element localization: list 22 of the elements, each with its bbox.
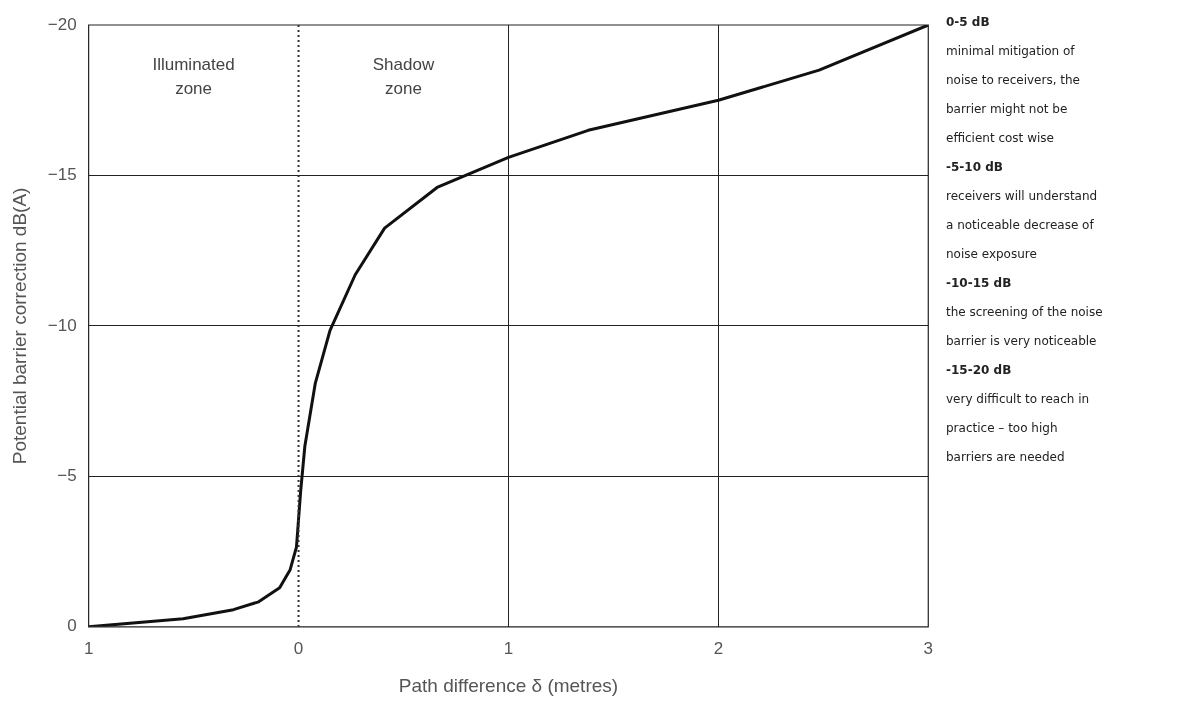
x-tick-label: 1 (83, 638, 94, 658)
x-tick-label: 2 (713, 638, 724, 658)
text: -5-10 dB (946, 159, 1004, 176)
text: receivers will understand a noticeable decrease of noise exposure (946, 189, 1098, 261)
text: minimal mitigation of noise to receivers, the barrier might not be efficient cost wise (946, 44, 1080, 145)
x-axis-title: Path difference δ (metres) (398, 674, 619, 696)
y-tick-label: −5 (57, 466, 77, 486)
y-tick-label: 0 (67, 616, 77, 636)
text: -10-15 dB (946, 275, 1013, 292)
x-tick-label: 1 (503, 638, 514, 658)
annotation: Illuminated zone (152, 54, 235, 98)
y-tick-label: −10 (47, 315, 77, 335)
text: -15-20 dB (946, 362, 1013, 379)
annotation: Shadow zone (372, 54, 435, 98)
text: very difficult to reach in practice – too high barriers are needed (946, 392, 1090, 464)
x-tick-label: 3 (923, 638, 934, 658)
y-tick-label: −15 (47, 165, 77, 185)
text: 0-5 dB (946, 14, 991, 31)
y-tick-label: −20 (47, 14, 77, 34)
text: the screening of the noise barrier is very noticeable (946, 305, 1103, 348)
x-tick-label: 0 (293, 638, 304, 658)
y-axis-title: Potential barrier correction dB(A) (8, 187, 30, 465)
